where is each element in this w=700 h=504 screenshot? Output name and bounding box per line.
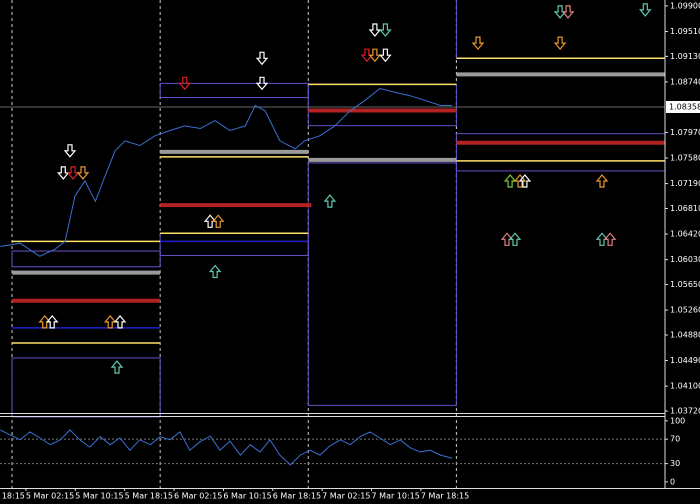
plot-area: 4 Mar 18:155 Mar 02:155 Mar 10:155 Mar 1… bbox=[0, 0, 665, 501]
y-tick-label: 1.08740 bbox=[670, 77, 700, 86]
y-tick-label: 1.09510 bbox=[670, 27, 700, 36]
x-tick-label: 7 Mar 10:15 bbox=[372, 492, 420, 501]
y-tick-label: 0 bbox=[670, 477, 675, 486]
signal-arrow bbox=[508, 232, 522, 246]
signal-arrow bbox=[178, 76, 192, 91]
y-tick-label: 1.04490 bbox=[670, 356, 700, 365]
signal-arrow bbox=[368, 23, 382, 37]
signal-arrow bbox=[603, 232, 617, 246]
signal-arrow bbox=[518, 174, 532, 188]
y-tick-label: 1.06420 bbox=[670, 230, 700, 239]
y-tick-label: 70 bbox=[670, 435, 680, 444]
y-tick-label: 1.09900 bbox=[670, 1, 700, 10]
zone-box bbox=[307, 162, 457, 406]
signal-arrow bbox=[379, 23, 392, 37]
signal-arrow bbox=[595, 174, 609, 188]
signal-arrow bbox=[110, 360, 124, 374]
signal-arrow bbox=[211, 214, 225, 228]
signal-arrow bbox=[561, 5, 575, 19]
signal-arrow bbox=[255, 51, 269, 66]
signal-arrow bbox=[639, 3, 652, 17]
signal-arrow bbox=[208, 264, 222, 279]
y-tick-label: 1.06810 bbox=[670, 204, 700, 213]
signal-arrow bbox=[379, 48, 392, 63]
signal-arrow bbox=[63, 144, 77, 158]
signal-arrow bbox=[471, 36, 485, 51]
current-price-label: 1.08358 bbox=[669, 102, 700, 111]
y-tick-label: 1.05650 bbox=[670, 280, 700, 289]
x-tick-label: 7 Mar 18:15 bbox=[421, 492, 469, 501]
signal-arrow bbox=[368, 48, 382, 63]
signal-arrow bbox=[255, 76, 269, 91]
x-tick-label: 6 Mar 18:15 bbox=[273, 492, 321, 501]
signal-arrow bbox=[323, 194, 337, 208]
signal-arrow bbox=[76, 166, 90, 180]
axes: 1.09900 1.09510 1.09130 1.08740 1.07970 1.075… bbox=[665, 1, 700, 486]
y-tick-label: 30 bbox=[670, 459, 680, 468]
price-line bbox=[0, 429, 453, 466]
current-price-box bbox=[666, 100, 700, 113]
x-tick-label: 6 Mar 02:15 bbox=[174, 492, 222, 501]
x-tick-label: 4 Mar 18:15 bbox=[0, 492, 25, 501]
signal-arrow bbox=[553, 36, 567, 51]
zone-box bbox=[11, 250, 161, 268]
signal-arrow bbox=[513, 174, 527, 188]
price-line bbox=[0, 87, 453, 257]
y-tick-label: 1.06030 bbox=[670, 255, 700, 264]
x-tick-label: 7 Mar 02:15 bbox=[322, 492, 370, 501]
y-tick-label: 1.09130 bbox=[670, 52, 700, 61]
y-tick-label: 1.07580 bbox=[670, 153, 700, 162]
y-tick-label: 1.07970 bbox=[670, 128, 700, 137]
y-tick-label: 1.05260 bbox=[670, 306, 700, 315]
x-tick-label: 6 Mar 10:15 bbox=[223, 492, 271, 501]
y-tick-label: 1.07190 bbox=[670, 179, 700, 188]
signal-arrow bbox=[45, 314, 59, 329]
x-tick-label: 5 Mar 18:15 bbox=[125, 492, 173, 501]
x-tick-label: 5 Mar 10:15 bbox=[75, 492, 123, 501]
y-tick-label: 100 bbox=[670, 416, 685, 425]
zone-box bbox=[455, 133, 665, 172]
y-tick-label: 1.04880 bbox=[670, 330, 700, 339]
y-tick-label: 1.04100 bbox=[670, 382, 700, 391]
y-tick-label: 1.03720 bbox=[670, 407, 700, 416]
signal-arrow bbox=[113, 314, 127, 329]
x-tick-label: 5 Mar 02:15 bbox=[26, 492, 74, 501]
